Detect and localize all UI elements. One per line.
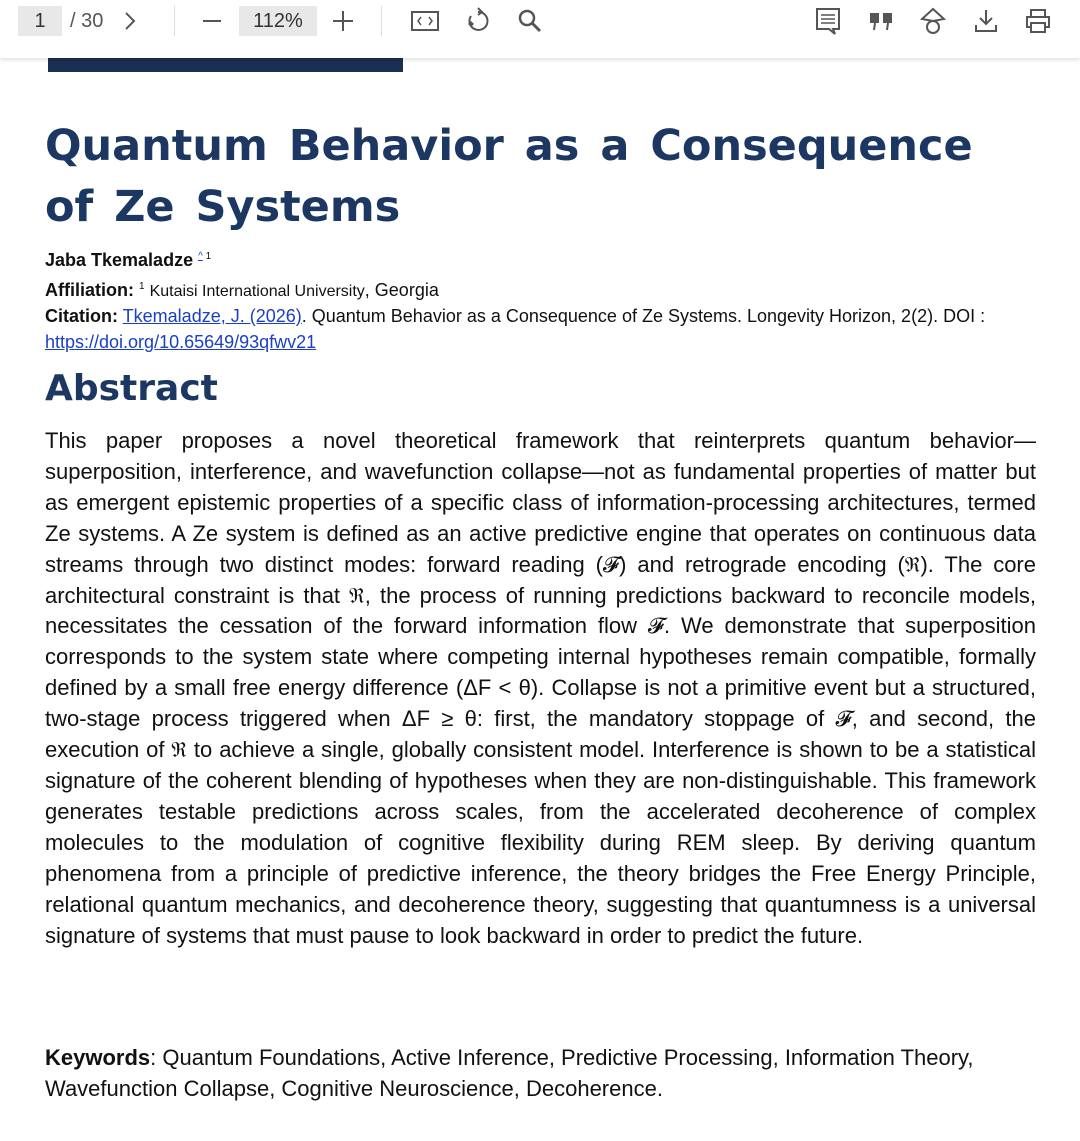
citation-label: Citation: (45, 306, 118, 326)
keywords-text: : Quantum Foundations, Active Inference,… (45, 1045, 974, 1101)
keywords-label: Keywords (45, 1045, 151, 1070)
author-name: Jaba Tkemaladze (45, 250, 194, 270)
affiliation-country: , Georgia (364, 279, 439, 300)
doi-link[interactable]: https://doi.org/10.65649/93qfwv21 (45, 331, 317, 352)
citation-line: Citation: Tkemaladze, J. (2026). Quantum… (45, 304, 1045, 355)
paper-meta: Jaba Tkemaladze ^ 1 Affiliation: 1 Kutai… (45, 244, 1045, 355)
affiliation-sup: 1 (139, 280, 145, 292)
zoom-out-icon[interactable] (197, 6, 227, 36)
affiliation-line: Affiliation: 1 Kutaisi International Uni… (45, 274, 1045, 305)
author-affiliation-link[interactable]: ^ (198, 251, 203, 262)
comments-icon[interactable] (813, 6, 843, 36)
affiliation-institution: Kutaisi International University (149, 282, 365, 300)
zoom-in-icon[interactable] (328, 6, 358, 36)
abstract-text: This paper proposes a novel theoretical … (45, 428, 1036, 948)
header-bar (48, 58, 403, 72)
zoom-level-input[interactable]: 112% (239, 6, 317, 36)
author-line: Jaba Tkemaladze ^ 1 (45, 244, 1045, 274)
download-icon[interactable] (971, 6, 1001, 36)
quote-icon[interactable] (866, 6, 896, 36)
divider (174, 6, 175, 36)
pdf-toolbar: 1 / 30 112% (0, 0, 1080, 58)
author-sup: 1 (205, 251, 212, 262)
abstract-heading: Abstract (45, 368, 218, 409)
print-settings-icon[interactable] (918, 6, 948, 36)
affiliation-label: Affiliation: (45, 279, 134, 300)
page-total: / 30 (70, 10, 104, 32)
paper-title: Quantum Behavior as a Consequence of Ze … (45, 121, 973, 232)
keywords: Keywords: Quantum Foundations, Active In… (45, 1042, 1036, 1104)
citation-text: . Quantum Behavior as a Consequence of Z… (301, 306, 986, 326)
rotate-icon[interactable] (463, 6, 493, 36)
search-icon[interactable] (515, 6, 545, 36)
pdf-page: Quantum Behavior as a Consequence of Ze … (0, 58, 1080, 1141)
page-number-input[interactable]: 1 (18, 6, 62, 36)
divider (381, 6, 382, 36)
chevron-right-icon[interactable] (115, 6, 145, 36)
print-icon[interactable] (1023, 6, 1053, 36)
fit-page-icon[interactable] (410, 6, 440, 36)
citation-link[interactable]: Tkemaladze, J. (2026) (122, 306, 302, 326)
